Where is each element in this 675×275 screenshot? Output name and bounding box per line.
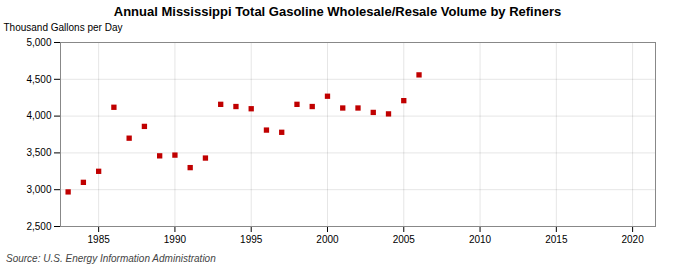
svg-text:3,000: 3,000 [26,184,51,195]
svg-text:1995: 1995 [240,234,263,245]
svg-text:2010: 2010 [469,234,492,245]
svg-text:2015: 2015 [545,234,568,245]
svg-text:2000: 2000 [316,234,339,245]
html-text:Source: U.S. Energy Informatio: Source: U.S. Energy Information Administ… [6,253,216,264]
svg-text:2020: 2020 [621,234,644,245]
svg-text:5,000: 5,000 [26,37,51,48]
html-text:Annual Mississippi Total Gasol: Annual Mississippi Total Gasoline Wholes… [113,4,562,19]
svg-text:Thousand Gallons per Day: Thousand Gallons per Day [4,22,123,33]
svg-text:1990: 1990 [164,234,187,245]
svg-text:2,500: 2,500 [26,221,51,232]
svg-text:4,000: 4,000 [26,110,51,121]
svg-text:1985: 1985 [88,234,111,245]
svg-text:3,500: 3,500 [26,147,51,158]
svg-text:4,500: 4,500 [26,74,51,85]
svg-text:2005: 2005 [393,234,416,245]
